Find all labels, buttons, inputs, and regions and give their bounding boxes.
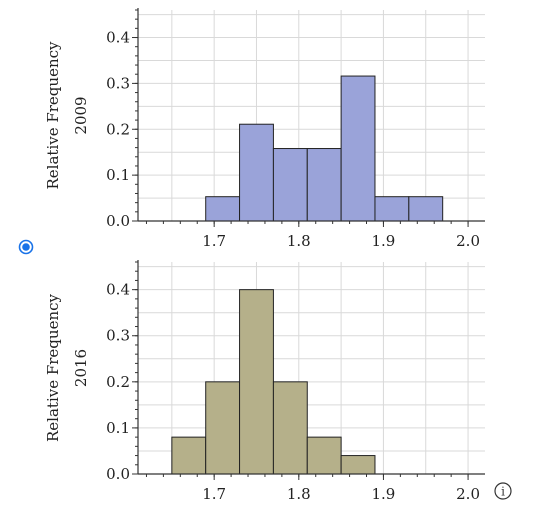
y-tick-label: 0.0	[106, 212, 130, 230]
histogram-bar	[306, 148, 342, 222]
x-tick-label: 1.9	[372, 232, 396, 250]
x-tick-label: 1.9	[372, 485, 396, 503]
histogram-bar	[272, 381, 308, 475]
y-tick-label: 0.2	[106, 120, 130, 138]
x-tick-label: 1.7	[202, 485, 226, 503]
y-axis-year-label: 2016	[72, 349, 90, 387]
y-tick-label: 0.1	[106, 166, 130, 184]
x-tick-label: 1.7	[202, 232, 226, 250]
x-tick-label: 1.8	[287, 485, 311, 503]
histogram-bar	[205, 381, 241, 475]
x-tick-label: 2.0	[456, 485, 480, 503]
histogram-bar	[340, 75, 376, 222]
histogram-bar	[171, 436, 207, 475]
histogram-bar	[374, 196, 410, 222]
histogram-panel-2009: 1.7 1.8 1.9 2.0 0.0 0.1 0.2 0.3 0.4 Relative Freq…	[44, 8, 485, 250]
y-tick-label: 0.3	[106, 327, 130, 345]
histogram-bar	[408, 196, 444, 222]
y-tick-label: 0.3	[106, 74, 130, 92]
y-tick-label: 0.4	[106, 281, 130, 299]
y-tick-label: 0.1	[106, 419, 130, 437]
y-axis-title: Relative Frequency	[44, 41, 62, 190]
info-icon[interactable]: i	[494, 482, 512, 500]
radio-button-icon[interactable]	[18, 239, 34, 255]
histogram-bar	[340, 455, 376, 475]
y-axis-year-label: 2009	[72, 96, 90, 134]
histogram-bar	[239, 123, 274, 222]
y-axis-title: Relative Frequency	[44, 293, 62, 442]
histogram-bar	[239, 289, 274, 475]
x-tick-label: 2.0	[456, 232, 480, 250]
info-glyph: i	[501, 485, 505, 499]
x-tick-label: 1.8	[287, 232, 311, 250]
histogram-bar	[272, 148, 308, 222]
histogram-bar	[306, 436, 342, 475]
y-tick-label: 0.4	[106, 29, 130, 47]
histogram-panel-2016: 1.7 1.8 1.9 2.0 0.0 0.1 0.2 0.3 0.4 Relative Freq…	[44, 260, 485, 503]
y-tick-label: 0.0	[106, 465, 130, 483]
histogram-bar	[205, 196, 241, 222]
y-tick-label: 0.2	[106, 373, 130, 391]
